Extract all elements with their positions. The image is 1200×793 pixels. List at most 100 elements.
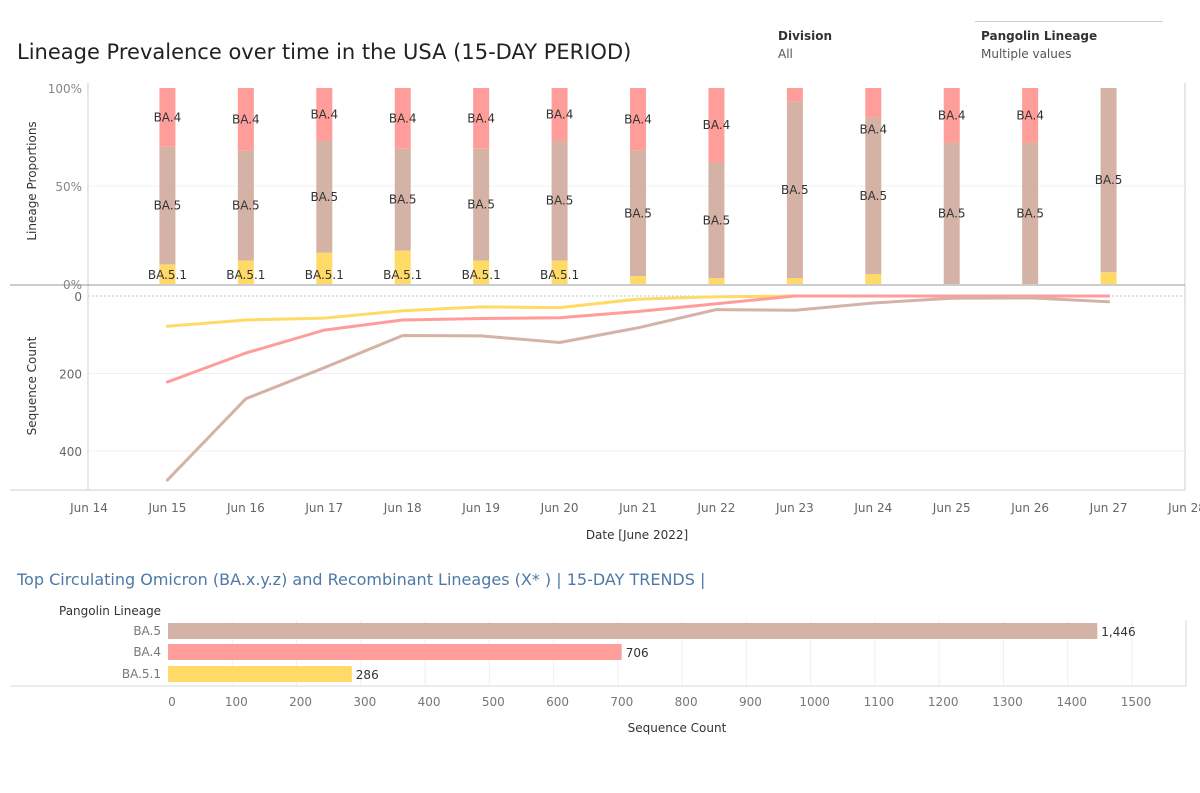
- proportion-y-tick-label: 0%: [63, 278, 82, 292]
- hbar-value-label: 706: [626, 646, 649, 660]
- proportion-bar-ba-5: [237, 150, 254, 261]
- filter-divider: [975, 21, 1163, 22]
- proportion-bar-ba-4: [394, 88, 411, 149]
- proportion-segment-label: BA.5.1: [462, 268, 501, 282]
- proportion-bar-ba-5-1: [473, 260, 490, 284]
- proportion-segment-label: BA.5: [232, 199, 260, 213]
- hbar-x-tick-label: 500: [482, 695, 505, 709]
- hbar-x-tick-label: 800: [675, 695, 698, 709]
- proportion-bar-ba-5: [551, 140, 568, 261]
- proportion-segment-label: BA.5: [938, 206, 966, 220]
- proportion-segment-label: BA.4: [232, 112, 260, 126]
- proportion-segment-label: BA.4: [546, 107, 574, 121]
- proportion-bar-ba-4: [943, 88, 960, 143]
- date-x-tick-label: Jun 22: [697, 501, 736, 515]
- proportion-bar-ba-5-1: [1100, 272, 1117, 284]
- date-x-tick-label: Jun 16: [226, 501, 265, 515]
- hbar-x-tick-label: 900: [739, 695, 762, 709]
- proportion-bar-ba-5: [786, 101, 803, 279]
- proportion-segment-label: BA.5: [624, 206, 652, 220]
- proportion-segment-label: BA.5: [781, 183, 809, 197]
- hbar-x-tick-label: 200: [289, 695, 312, 709]
- hbar-x-tick-label: 1500: [1121, 695, 1152, 709]
- proportion-bar-ba-4: [865, 88, 882, 118]
- hbar-x-tick-label: 700: [610, 695, 633, 709]
- date-x-tick-label: Jun 15: [148, 501, 187, 515]
- division-filter[interactable]: Division All: [778, 29, 832, 61]
- hbar-x-tick-label: 0: [168, 695, 176, 709]
- proportion-segment-label: BA.5: [859, 189, 887, 203]
- division-filter-label: Division: [778, 29, 833, 43]
- date-x-tick-label: Jun 23: [775, 501, 814, 515]
- proportion-segment-label: BA.5.1: [148, 268, 187, 282]
- date-x-tick-label: Jun 27: [1089, 501, 1128, 515]
- proportion-segment-label: BA.5.1: [226, 268, 265, 282]
- date-x-tick-label: Jun 25: [932, 501, 971, 515]
- hbar-category-label: BA.5.1: [122, 667, 161, 681]
- proportion-segment-label: BA.5: [389, 193, 417, 207]
- proportion-bar-ba-5-1: [786, 278, 803, 284]
- hbar-bar-ba-5-1: [168, 666, 352, 682]
- proportion-bar-ba-4: [786, 88, 803, 102]
- date-x-axis-title: Date [June 2022]: [586, 528, 688, 542]
- hbar-x-tick-label: 300: [353, 695, 376, 709]
- proportion-bar-ba-5-1: [865, 274, 882, 284]
- sequence-line-ba-4: [165, 294, 1111, 384]
- line-y-tick-label: 200: [59, 368, 82, 382]
- page-title: Lineage Prevalence over time in the USA …: [17, 40, 632, 64]
- proportion-segment-label: BA.5: [1016, 206, 1044, 220]
- proportion-bar-ba-5-1: [551, 260, 568, 284]
- proportion-bar-ba-5-1: [630, 276, 647, 284]
- proportion-segment-label: BA.5: [703, 213, 731, 227]
- hbar-x-axis-title: Sequence Count: [628, 721, 727, 735]
- proportion-y-tick-label: 50%: [55, 180, 82, 194]
- hbar-category-label: BA.4: [133, 645, 161, 659]
- proportion-bar-ba-5-1: [708, 278, 725, 284]
- pangolin-lineage-filter[interactable]: Pangolin Lineage Multiple values: [981, 29, 1097, 61]
- proportion-segment-label: BA.5.1: [383, 268, 422, 282]
- proportion-segment-label: BA.4: [1016, 108, 1044, 122]
- hbar-x-tick-label: 100: [225, 695, 248, 709]
- proportion-bar-ba-5-1: [237, 260, 254, 284]
- proportion-bar-ba-4: [316, 88, 333, 141]
- proportion-bar-ba-4: [1022, 88, 1039, 143]
- division-filter-value[interactable]: All: [778, 47, 793, 61]
- proportion-y-axis-title: Lineage Proportions: [25, 121, 39, 240]
- date-x-tick-label: Jun 18: [383, 501, 422, 515]
- proportion-segment-label: BA.4: [467, 111, 495, 125]
- proportion-bar-ba-5-1: [394, 250, 411, 284]
- line-y-axis-title: Sequence Count: [25, 336, 39, 435]
- date-x-tick-label: Jun 26: [1010, 501, 1049, 515]
- date-x-tick-label: Jun 17: [304, 501, 343, 515]
- date-x-tick-label: Jun 14: [69, 501, 108, 515]
- date-x-tick-label: Jun 28: [1167, 501, 1200, 515]
- proportion-bar-ba-4: [237, 88, 254, 151]
- proportion-segment-label: BA.4: [310, 107, 338, 121]
- proportion-segment-label: BA.5.1: [305, 268, 344, 282]
- proportion-bar-ba-5: [865, 117, 882, 275]
- proportion-bar-ba-4: [630, 88, 647, 151]
- proportion-bar-ba-4: [708, 88, 725, 163]
- proportion-bar-ba-4: [473, 88, 490, 149]
- proportion-segment-label: BA.4: [859, 122, 887, 136]
- proportion-bar-ba-5: [159, 146, 176, 265]
- proportion-segment-label: BA.4: [389, 111, 417, 125]
- proportion-segment-label: BA.5: [310, 190, 338, 204]
- proportion-bar-ba-5: [1100, 88, 1117, 273]
- pangolin-lineage-filter-value[interactable]: Multiple values: [981, 47, 1072, 61]
- hbar-category-label: BA.5: [133, 624, 161, 638]
- hbar-x-tick-label: 1000: [799, 695, 830, 709]
- proportion-bar-ba-4: [551, 88, 568, 141]
- hbar-x-tick-label: 600: [546, 695, 569, 709]
- proportion-bar-ba-5: [630, 150, 647, 277]
- date-x-tick-label: Jun 24: [853, 501, 892, 515]
- hbar-x-tick-label: 1400: [1056, 695, 1087, 709]
- line-y-tick-label: 0: [74, 290, 82, 304]
- line-y-tick-label: 400: [59, 445, 82, 459]
- hbar-bar-ba-4: [168, 644, 622, 660]
- proportion-segment-label: BA.5.1: [540, 268, 579, 282]
- proportion-y-tick-label: 100%: [48, 82, 82, 96]
- proportion-segment-label: BA.5: [467, 198, 495, 212]
- proportion-segment-label: BA.4: [703, 118, 731, 132]
